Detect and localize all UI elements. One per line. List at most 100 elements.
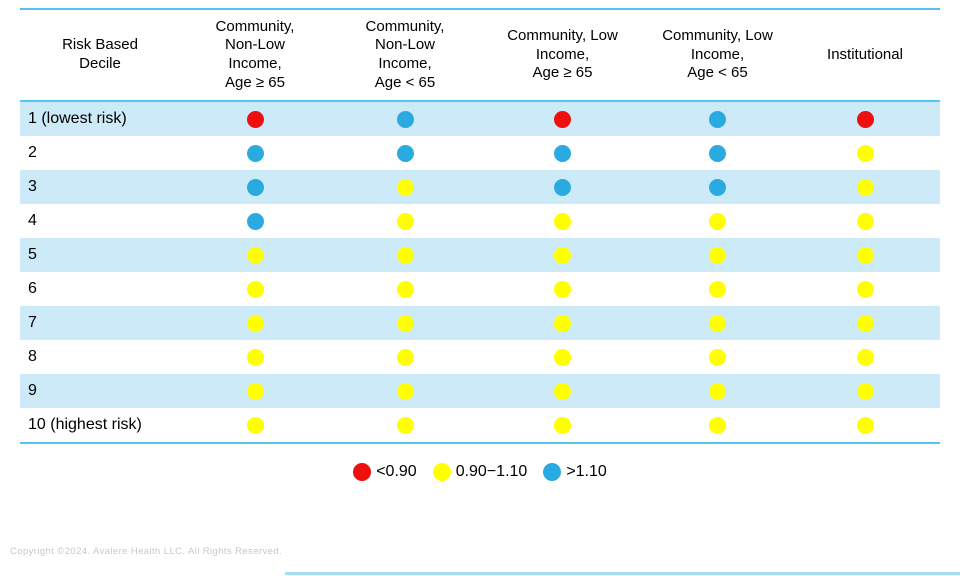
- yellow-dot-icon: [246, 348, 264, 366]
- table-row: 7: [20, 306, 940, 340]
- table-body: 1 (lowest risk) 2 3 4 5 6 7 8 9 10 (highest risk): [20, 102, 940, 444]
- table-cell: [645, 238, 790, 272]
- blue-dot-icon: [554, 144, 571, 162]
- column-header: Community, Non-Low Income, Age < 65: [365, 17, 445, 91]
- table-cell: [645, 272, 790, 306]
- table-cell: [480, 238, 645, 272]
- table-cell: [790, 170, 940, 204]
- table-cell: [180, 238, 330, 272]
- column-header: Community, Non-Low Income, Age ≥ 65: [215, 17, 295, 91]
- table-cell: [480, 374, 645, 408]
- table-cell: [330, 136, 480, 170]
- blue-dot-icon: [554, 178, 571, 196]
- table-cell: [330, 204, 480, 238]
- yellow-dot-icon: [856, 348, 874, 366]
- table-cell: [480, 102, 645, 136]
- yellow-dot-icon: [554, 280, 571, 298]
- table-row: 4: [20, 204, 940, 238]
- table-cell: [790, 102, 940, 136]
- table-cell: [480, 136, 645, 170]
- yellow-dot-icon: [396, 416, 414, 434]
- table-cell: [480, 340, 645, 374]
- blue-dot-icon: [709, 178, 726, 196]
- legend-item: 0.90−1.10: [432, 463, 528, 481]
- legend-label: 0.90−1.10: [455, 463, 528, 480]
- table-row: 3: [20, 170, 940, 204]
- table-cell: [180, 408, 330, 442]
- yellow-dot-icon: [709, 382, 726, 400]
- header-row: Risk Based Decile Community, Non-Low Inco…: [20, 8, 940, 102]
- yellow-dot-icon: [396, 246, 414, 264]
- table-cell: [645, 374, 790, 408]
- yellow-dot-icon: [856, 382, 874, 400]
- table-cell: [480, 272, 645, 306]
- copyright-text: Copyright ©2024. Avalere Health LLC. All…: [10, 546, 283, 557]
- yellow-dot-icon: [856, 280, 874, 298]
- yellow-dot-icon: [554, 212, 571, 230]
- table-cell: [180, 136, 330, 170]
- table-row: 9: [20, 374, 940, 408]
- table-cell: [330, 306, 480, 340]
- table-row: 10 (highest risk): [20, 408, 940, 442]
- table-cell: [330, 374, 480, 408]
- yellow-dot-icon: [709, 348, 726, 366]
- yellow-dot-icon: [856, 178, 874, 196]
- yellow-dot-icon: [554, 382, 571, 400]
- table-row: 6: [20, 272, 940, 306]
- row-label: 3: [28, 178, 37, 195]
- table-cell: [790, 272, 940, 306]
- table-cell: [180, 374, 330, 408]
- legend: <0.90 0.90−1.10 >1.10: [0, 458, 960, 486]
- yellow-dot-icon: [246, 382, 264, 400]
- table-cell: [330, 238, 480, 272]
- red-dot-icon: [856, 110, 874, 128]
- table-cell: [480, 306, 645, 340]
- table-cell: [480, 204, 645, 238]
- blue-dot-icon: [396, 144, 414, 162]
- table-cell: [180, 170, 330, 204]
- table-cell: [790, 340, 940, 374]
- table-cell: [330, 170, 480, 204]
- table-cell: [645, 408, 790, 442]
- table-cell: [645, 340, 790, 374]
- row-label: 6: [28, 280, 37, 297]
- yellow-dot-icon: [396, 280, 414, 298]
- yellow-dot-icon: [856, 144, 874, 162]
- column-header: Institutional: [827, 45, 903, 63]
- red-dot-icon: [353, 463, 372, 481]
- yellow-dot-icon: [554, 416, 571, 434]
- yellow-dot-icon: [396, 212, 414, 230]
- yellow-dot-icon: [246, 246, 264, 264]
- yellow-dot-icon: [856, 212, 874, 230]
- table-row: 8: [20, 340, 940, 374]
- yellow-dot-icon: [856, 246, 874, 264]
- table-cell: [180, 272, 330, 306]
- table-cell: [180, 340, 330, 374]
- table-cell: [790, 238, 940, 272]
- yellow-dot-icon: [709, 416, 726, 434]
- yellow-dot-icon: [554, 246, 571, 264]
- table-cell: [645, 136, 790, 170]
- yellow-dot-icon: [856, 314, 874, 332]
- row-label: 10 (highest risk): [28, 416, 142, 433]
- blue-dot-icon: [246, 178, 264, 196]
- yellow-dot-icon: [856, 416, 874, 434]
- blue-dot-icon: [396, 110, 414, 128]
- bottom-accent-bar: [285, 572, 960, 575]
- row-label: 2: [28, 144, 37, 161]
- legend-label: >1.10: [566, 463, 607, 480]
- table-cell: [330, 102, 480, 136]
- yellow-dot-icon: [246, 416, 264, 434]
- yellow-dot-icon: [246, 314, 264, 332]
- blue-dot-icon: [246, 212, 264, 230]
- table-cell: [790, 374, 940, 408]
- yellow-dot-icon: [709, 314, 726, 332]
- table-cell: [330, 272, 480, 306]
- table-row: 5: [20, 238, 940, 272]
- red-dot-icon: [246, 110, 264, 128]
- row-label: 5: [28, 246, 37, 263]
- table-cell: [645, 204, 790, 238]
- legend-item: <0.90: [353, 463, 417, 481]
- table-row: 1 (lowest risk): [20, 102, 940, 136]
- column-header: Community, Low Income, Age < 65: [662, 26, 773, 82]
